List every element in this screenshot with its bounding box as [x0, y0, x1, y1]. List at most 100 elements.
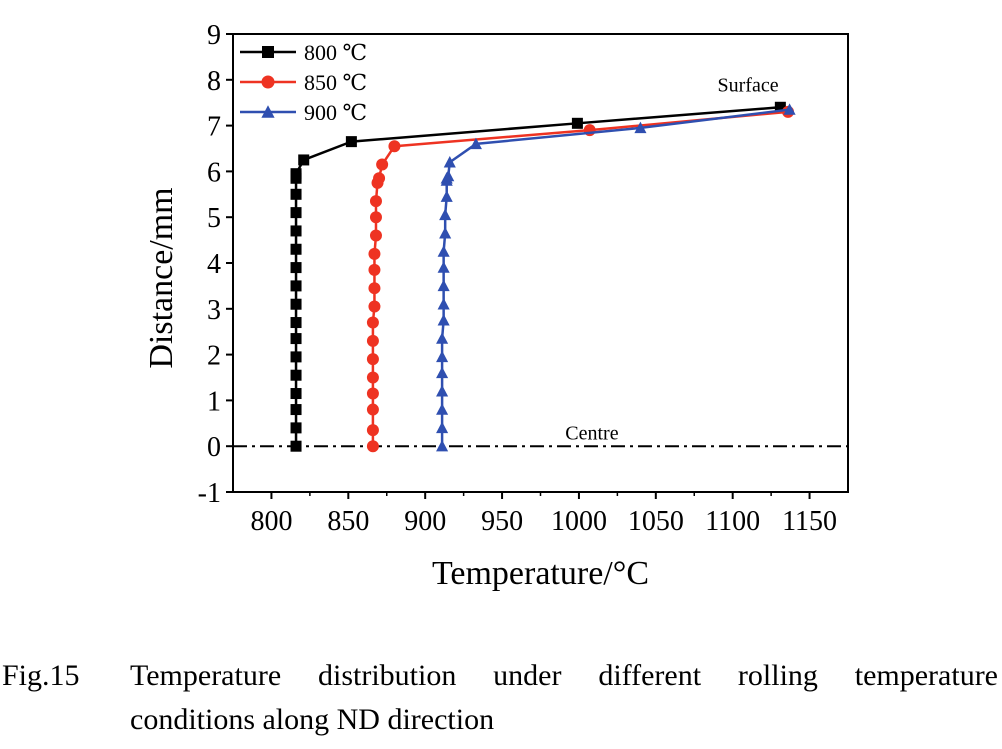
- data-point: [366, 424, 379, 437]
- x-axis-title: Temperature/°C: [432, 555, 649, 592]
- x-tick-label: 1150: [782, 506, 837, 537]
- data-point: [366, 316, 379, 329]
- series-line: [294, 106, 781, 447]
- data-point: [571, 117, 583, 129]
- series-line: [440, 108, 790, 447]
- figure-number: Fig.15: [2, 659, 80, 692]
- data-point: [437, 314, 450, 326]
- data-point: [439, 227, 452, 239]
- x-tick-label: 1050: [628, 506, 684, 537]
- legend-label: 900 ℃: [304, 100, 367, 125]
- data-point: [436, 403, 449, 415]
- data-point: [290, 168, 302, 180]
- data-point: [345, 136, 357, 148]
- y-tick-label: 9: [207, 20, 221, 51]
- data-point: [376, 158, 389, 171]
- annotation-centre: Centre: [565, 422, 618, 444]
- data-point: [774, 101, 786, 113]
- data-point: [437, 245, 450, 257]
- data-point: [290, 333, 302, 345]
- data-point: [366, 353, 379, 366]
- data-point: [437, 297, 450, 310]
- series-line: [371, 110, 789, 447]
- data-point: [368, 263, 381, 276]
- y-axis-title: Distance/mm: [143, 187, 180, 368]
- y-tick-label: 8: [207, 66, 221, 97]
- data-point: [290, 440, 302, 452]
- data-point: [373, 172, 386, 185]
- label-layer: 800 850 900 950 1000 1050 1100 1150 -1 0 1 2 3 4 5 6 7 8 9: [198, 20, 837, 537]
- data-point: [437, 279, 450, 292]
- data-point: [290, 388, 302, 400]
- data-point: [368, 282, 381, 295]
- data-point: [439, 208, 452, 221]
- y-tick-label: 3: [207, 295, 221, 326]
- x-tick-label: 1000: [551, 506, 607, 537]
- data-point: [369, 211, 382, 224]
- data-point: [366, 334, 379, 347]
- x-tick-label: 1100: [705, 506, 760, 537]
- x-tick-label: 800: [250, 506, 292, 537]
- data-point: [366, 371, 379, 384]
- series-layer: [290, 101, 796, 453]
- data-point: [436, 350, 449, 363]
- data-point: [388, 140, 401, 153]
- legend: 800 ℃ 850 ℃ 900 ℃: [240, 40, 367, 125]
- data-point: [369, 195, 382, 208]
- data-point: [366, 440, 379, 453]
- y-tick-label: 7: [207, 112, 221, 143]
- data-point: [290, 404, 302, 416]
- y-tick-label: -1: [198, 478, 221, 509]
- legend-marker: [261, 105, 275, 118]
- y-tick-label: 1: [207, 386, 221, 417]
- data-point: [290, 262, 302, 274]
- tick-layer: [226, 33, 811, 499]
- x-tick-label: 950: [481, 506, 523, 537]
- data-point: [634, 121, 647, 134]
- data-point: [368, 247, 381, 260]
- legend-label: 850 ℃: [304, 70, 367, 95]
- x-tick-label: 900: [404, 506, 446, 537]
- y-tick-label: 5: [207, 203, 221, 234]
- data-point: [290, 188, 302, 200]
- data-point: [436, 439, 449, 452]
- data-point: [366, 403, 379, 416]
- chart: 800 850 900 950 1000 1050 1100 1150 -1 0 1 2 3 4 5 6 7 8 9…: [143, 20, 849, 592]
- data-point: [290, 225, 302, 237]
- data-point: [290, 280, 302, 292]
- data-point: [437, 261, 450, 273]
- legend-marker: [262, 46, 274, 58]
- data-point: [436, 421, 449, 434]
- series-3: [436, 103, 796, 452]
- y-tick-label: 6: [207, 157, 221, 188]
- data-point: [290, 243, 302, 255]
- legend-label: 800 ℃: [304, 40, 367, 65]
- data-point: [436, 366, 449, 379]
- y-tick-label: 0: [207, 432, 221, 463]
- annotation-surface: Surface: [718, 74, 779, 96]
- data-point: [783, 103, 796, 115]
- y-tick-label: 2: [207, 341, 221, 372]
- x-tick-label: 850: [327, 506, 369, 537]
- data-point: [443, 156, 456, 168]
- caption-line-2: conditions along ND direction: [130, 703, 495, 736]
- data-point: [298, 154, 310, 166]
- legend-marker: [261, 75, 275, 89]
- data-point: [366, 387, 379, 400]
- data-point: [442, 169, 455, 182]
- data-point: [290, 317, 302, 329]
- caption-line-1: Temperature distribution under different…: [130, 659, 998, 692]
- data-point: [368, 300, 381, 313]
- data-point: [440, 190, 453, 202]
- data-point: [436, 332, 449, 344]
- series-1: [290, 101, 786, 452]
- data-point: [290, 351, 302, 363]
- data-point: [290, 369, 302, 381]
- data-point: [469, 137, 482, 150]
- data-point: [290, 207, 302, 219]
- data-point: [290, 422, 302, 434]
- data-point: [436, 385, 449, 397]
- y-tick-label: 4: [207, 249, 221, 280]
- series-2: [366, 105, 795, 453]
- data-point: [290, 298, 302, 310]
